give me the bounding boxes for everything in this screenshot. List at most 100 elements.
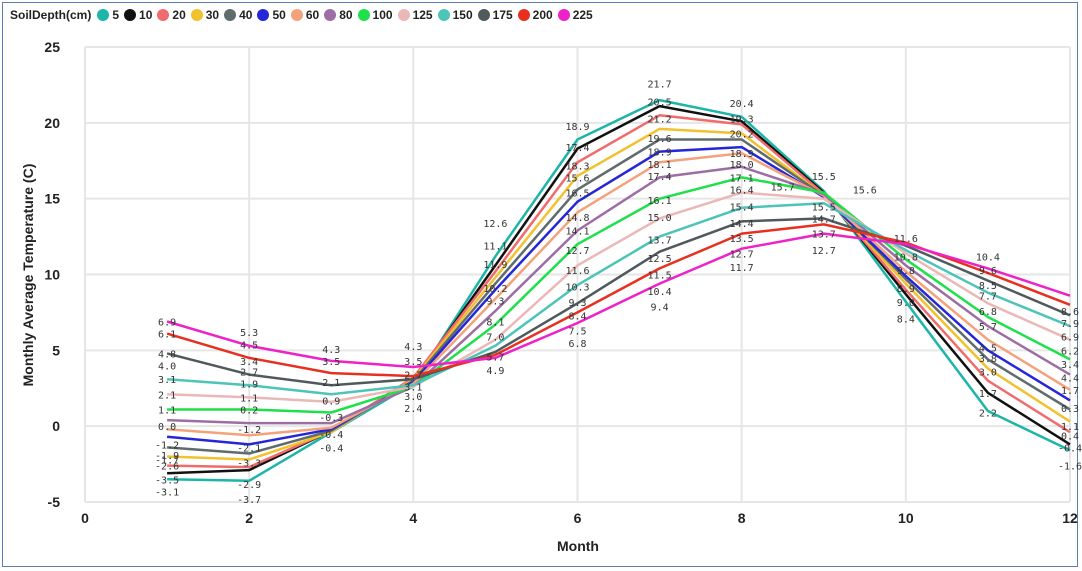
- legend-label: 80: [339, 8, 353, 22]
- x-tick-label: 4: [409, 510, 417, 526]
- data-label: 15.6: [853, 186, 877, 197]
- series-line-175: [166, 217, 1071, 387]
- data-label: 8.4: [897, 314, 915, 325]
- data-label: 8.5: [979, 281, 997, 292]
- data-label: 15.5: [812, 172, 836, 183]
- x-tick-label: 2: [245, 510, 253, 526]
- legend-label: 150: [452, 8, 473, 22]
- data-label: 12.6: [483, 219, 507, 230]
- data-label: 4.9: [486, 366, 504, 377]
- legend-item-20[interactable]: 20: [157, 8, 186, 22]
- data-label: 3.1: [158, 375, 176, 386]
- data-label: 12.5: [648, 254, 672, 265]
- legend-swatch: [224, 9, 237, 21]
- data-label: 4.4: [1061, 374, 1079, 385]
- legend-item-40[interactable]: 40: [224, 8, 252, 22]
- data-label: 0.3: [1061, 404, 1079, 415]
- data-label: 21.2: [648, 114, 672, 125]
- grid-lines: [84, 46, 1071, 503]
- data-label: 6.9: [158, 318, 176, 329]
- legend-item-200[interactable]: 200: [517, 8, 553, 22]
- legend-item-150[interactable]: 150: [437, 8, 473, 22]
- data-label: -3.5: [155, 475, 179, 486]
- y-tick-label: -5: [48, 494, 61, 510]
- data-label: 12.7: [730, 249, 754, 260]
- data-label: 3.1: [404, 383, 422, 394]
- x-tick-label: 6: [574, 510, 582, 526]
- legend-item-225[interactable]: 225: [557, 8, 593, 22]
- data-label: 6.9: [1061, 333, 1079, 344]
- y-axis-ticks: -5 0 5 10 15 20 25: [44, 39, 60, 510]
- data-label: 7.9: [1061, 319, 1079, 330]
- legend-item-5[interactable]: 5: [97, 8, 119, 22]
- legend-title: SoilDepth(cm): [10, 8, 92, 22]
- legend-item-10[interactable]: 10: [124, 8, 152, 22]
- data-label: 1.1: [1061, 422, 1079, 433]
- data-label: 14.4: [730, 219, 754, 230]
- data-label: 10.2: [483, 284, 507, 295]
- data-labels: 6.96.14.84.03.12.11.10.0-1.2-1.9-1.7-2.6…: [155, 79, 1082, 506]
- data-label: 2.1: [158, 390, 176, 401]
- data-label: 11.6: [894, 234, 918, 245]
- legend-swatch: [437, 9, 450, 21]
- x-tick-label: 10: [898, 510, 914, 526]
- data-label: 3.8: [979, 354, 997, 365]
- legend-item-100[interactable]: 100: [357, 8, 393, 22]
- data-label: 3.5: [404, 357, 422, 368]
- legend-label: 20: [172, 8, 186, 22]
- data-label: 0.2: [240, 405, 258, 416]
- legend-swatch: [357, 9, 370, 21]
- legend-item-30[interactable]: 30: [190, 8, 219, 22]
- y-tick-label: 5: [52, 342, 60, 358]
- legend-label: 175: [492, 8, 513, 22]
- legend-swatch: [97, 9, 110, 21]
- data-label: 3.0: [979, 368, 997, 379]
- x-tick-label: 12: [1062, 510, 1078, 526]
- y-tick-label: 20: [44, 115, 60, 131]
- legend-item-175[interactable]: 175: [477, 8, 513, 22]
- legend-item-80[interactable]: 80: [324, 8, 353, 22]
- legend-item-50[interactable]: 50: [257, 8, 286, 22]
- data-label: 13.5: [730, 234, 754, 245]
- legend-label: 50: [272, 8, 286, 22]
- legend-label: 40: [239, 8, 253, 22]
- data-label: 21.7: [648, 79, 672, 90]
- legend-item-60[interactable]: 60: [290, 8, 319, 22]
- data-label: 15.6: [565, 173, 589, 184]
- data-label: 3.5: [322, 357, 340, 368]
- legend-swatch: [157, 9, 170, 21]
- data-label: 4.3: [322, 345, 340, 356]
- data-label: -3.3: [237, 459, 261, 470]
- data-label: 0.0: [158, 422, 176, 433]
- data-label: 10.3: [565, 283, 589, 294]
- data-label: 6.8: [568, 339, 586, 350]
- data-label: 10.4: [648, 287, 672, 298]
- series-line-80: [167, 165, 1071, 425]
- legend-swatch: [324, 9, 337, 21]
- data-label: 2.1: [322, 378, 340, 389]
- data-label: 20.5: [648, 98, 672, 109]
- data-label: 9.3: [568, 298, 586, 309]
- data-label: 18.1: [648, 160, 672, 171]
- data-label: 17.4: [648, 172, 672, 183]
- data-label: 12.7: [565, 246, 589, 257]
- series-line-60: [167, 151, 1071, 437]
- series-line-40: [167, 138, 1071, 455]
- series-line-30: [167, 127, 1071, 461]
- data-label: 20.2: [730, 129, 754, 140]
- data-label: 5.7: [486, 352, 504, 363]
- data-label: 18.0: [730, 160, 754, 171]
- data-label: 20.4: [730, 99, 754, 110]
- x-tick-label: 8: [738, 510, 746, 526]
- data-label: 15.7: [771, 183, 795, 194]
- data-label: 8.4: [568, 311, 586, 322]
- data-label: -2.9: [237, 480, 261, 491]
- data-label: -0.4: [1058, 443, 1082, 454]
- data-label: 15.0: [648, 213, 672, 224]
- data-label: 11.9: [483, 260, 507, 271]
- series-line-125: [167, 191, 1071, 404]
- data-label: 2.4: [404, 404, 422, 415]
- data-label: 1.1: [158, 405, 176, 416]
- legend-item-125[interactable]: 125: [397, 8, 433, 22]
- series-line-5: [167, 98, 1071, 483]
